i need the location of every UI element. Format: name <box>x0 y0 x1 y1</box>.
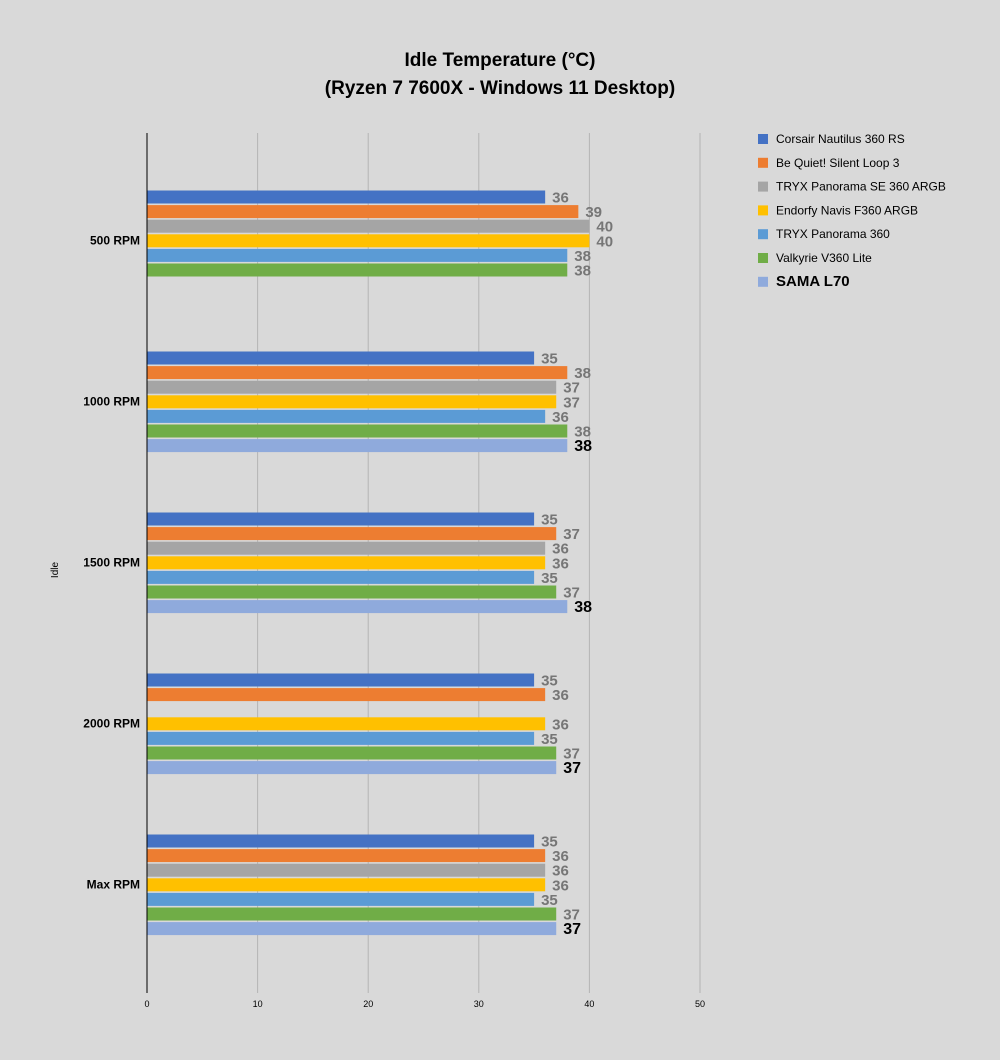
data-label: 38 <box>574 599 592 616</box>
legend-label: Corsair Nautilus 360 RS <box>776 132 905 146</box>
category-label: 1000 RPM <box>83 395 140 409</box>
bar <box>147 570 535 584</box>
bar <box>147 761 557 775</box>
bar <box>147 863 546 877</box>
bar <box>147 263 568 277</box>
data-label: 37 <box>563 746 580 763</box>
bar <box>147 878 546 892</box>
bar <box>147 585 557 599</box>
bar <box>147 439 568 453</box>
data-label: 36 <box>552 877 569 894</box>
data-labels: 3635353535393837363640373636403736363638… <box>541 190 613 939</box>
data-label: 37 <box>563 585 580 602</box>
bar <box>147 219 590 233</box>
data-label: 36 <box>552 541 569 558</box>
x-tick-label: 40 <box>584 999 594 1009</box>
legend-swatch <box>758 276 768 287</box>
bar <box>147 234 590 248</box>
bar <box>147 380 557 394</box>
category-label: Max RPM <box>87 878 140 892</box>
bar <box>147 600 568 614</box>
legend: Corsair Nautilus 360 RS Be Quiet! Silent … <box>758 132 946 290</box>
bar <box>147 409 546 423</box>
chart-title: Idle Temperature (°C) <box>405 50 596 71</box>
data-label: 38 <box>574 438 592 455</box>
x-tick-label: 20 <box>363 999 373 1009</box>
legend-label: SAMA L70 <box>776 273 850 290</box>
bar <box>147 922 557 936</box>
data-label: 37 <box>563 380 580 397</box>
chart-subtitle: (Ryzen 7 7600X - Windows 11 Desktop) <box>325 78 675 99</box>
bar <box>147 849 546 863</box>
data-label: 35 <box>541 512 558 529</box>
data-label: 36 <box>552 190 569 207</box>
category-label: 1500 RPM <box>83 556 140 570</box>
legend-swatch <box>758 253 768 263</box>
data-label: 35 <box>541 834 558 851</box>
bar <box>147 541 546 555</box>
bar <box>147 673 535 687</box>
data-label: 36 <box>552 863 569 880</box>
bar <box>147 907 557 921</box>
plot-area <box>147 190 590 936</box>
legend-label: Valkyrie V360 Lite <box>776 251 872 265</box>
legend-swatch <box>758 205 768 216</box>
legend-swatch <box>758 134 768 144</box>
data-label: 35 <box>541 570 558 587</box>
data-label: 38 <box>574 424 591 441</box>
bar <box>147 688 546 702</box>
data-label: 39 <box>585 204 602 221</box>
bar <box>147 746 557 760</box>
legend-label: TRYX Panorama 360 <box>776 227 890 241</box>
bar <box>147 731 535 745</box>
legend-swatch <box>758 157 768 168</box>
x-tick-label: 10 <box>253 999 263 1009</box>
data-label: 35 <box>541 731 558 748</box>
data-label: 36 <box>552 555 569 572</box>
bar <box>147 892 535 906</box>
data-label: 40 <box>596 233 613 250</box>
category-label: 2000 RPM <box>83 717 140 731</box>
data-label: 35 <box>541 351 558 368</box>
bar <box>147 512 535 526</box>
bar <box>147 395 557 409</box>
bar <box>147 351 535 365</box>
legend-swatch <box>758 229 768 240</box>
data-label: 38 <box>574 365 591 382</box>
data-label: 37 <box>563 907 580 924</box>
x-tick-label: 0 <box>144 999 149 1009</box>
bar <box>147 190 546 204</box>
data-label: 38 <box>574 263 591 280</box>
axes: 0 10 20 30 40 50 500 RPM 1000 RPM 1500 RPM 2000 R… <box>83 133 705 1009</box>
data-label: 36 <box>552 716 569 733</box>
data-label: 37 <box>563 760 581 777</box>
bar <box>147 205 579 219</box>
data-label: 40 <box>596 219 613 236</box>
legend-label: TRYX Panorama SE 360 ARGB <box>776 180 946 194</box>
bar <box>147 556 546 570</box>
bar <box>147 717 546 731</box>
data-label: 36 <box>552 409 569 426</box>
y-axis-label: Idle <box>50 562 61 579</box>
data-label: 36 <box>552 848 569 865</box>
data-label: 35 <box>541 673 558 690</box>
data-label: 36 <box>552 687 569 704</box>
bar <box>147 366 568 380</box>
legend-swatch <box>758 181 768 192</box>
data-label: 37 <box>563 921 581 938</box>
legend-label: Be Quiet! Silent Loop 3 <box>776 156 900 170</box>
bar <box>147 834 535 848</box>
data-label: 35 <box>541 892 558 909</box>
legend-label: Endorfy Navis F360 ARGB <box>776 203 918 217</box>
data-label: 37 <box>563 526 580 543</box>
bar <box>147 527 557 541</box>
bar <box>147 248 568 262</box>
category-label: 500 RPM <box>90 234 140 248</box>
bar <box>147 424 568 438</box>
x-tick-label: 30 <box>474 999 484 1009</box>
data-label: 37 <box>563 394 580 411</box>
data-label: 38 <box>574 248 591 265</box>
x-tick-label: 50 <box>695 999 705 1009</box>
